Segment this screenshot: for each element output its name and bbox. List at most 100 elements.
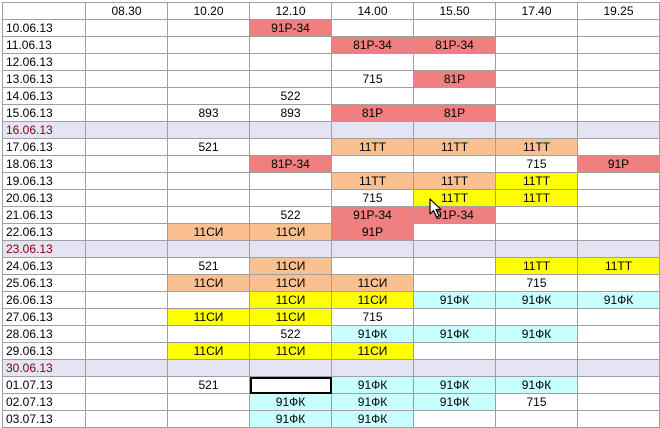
schedule-cell[interactable] <box>249 172 332 190</box>
schedule-cell[interactable]: 91Р <box>331 223 414 241</box>
schedule-cell[interactable] <box>577 53 660 71</box>
schedule-cell[interactable] <box>85 410 168 428</box>
schedule-cell[interactable] <box>85 104 168 122</box>
schedule-cell[interactable] <box>495 87 578 105</box>
schedule-cell[interactable] <box>249 138 332 156</box>
schedule-cell[interactable]: 91ФК <box>413 325 496 343</box>
schedule-cell[interactable]: 91ФК <box>331 325 414 343</box>
date-cell[interactable]: 27.06.13 <box>2 308 86 326</box>
schedule-cell[interactable] <box>249 70 332 88</box>
schedule-cell[interactable] <box>577 376 660 394</box>
schedule-cell[interactable] <box>413 274 496 292</box>
schedule-cell[interactable]: 91ФК <box>495 291 578 309</box>
header-corner[interactable] <box>2 2 86 20</box>
schedule-cell[interactable]: 11СИ <box>249 291 332 309</box>
schedule-cell[interactable]: 91ФК <box>331 376 414 394</box>
schedule-cell[interactable] <box>413 240 496 258</box>
schedule-cell[interactable]: 11СИ <box>331 342 414 360</box>
schedule-cell[interactable]: 81Р <box>413 70 496 88</box>
schedule-cell[interactable] <box>577 410 660 428</box>
date-cell[interactable]: 17.06.13 <box>2 138 86 156</box>
schedule-cell[interactable]: 521 <box>167 257 250 275</box>
schedule-cell[interactable] <box>249 240 332 258</box>
schedule-cell[interactable]: 91ФК <box>413 393 496 411</box>
schedule-cell[interactable] <box>85 359 168 377</box>
schedule-cell[interactable] <box>85 172 168 190</box>
date-cell[interactable]: 23.06.13 <box>2 240 86 258</box>
schedule-cell[interactable]: 11ТТ <box>577 257 660 275</box>
schedule-cell[interactable]: 91ФК <box>413 376 496 394</box>
schedule-cell[interactable]: 521 <box>167 376 250 394</box>
date-cell[interactable]: 26.06.13 <box>2 291 86 309</box>
schedule-cell[interactable] <box>85 70 168 88</box>
date-cell[interactable]: 21.06.13 <box>2 206 86 224</box>
schedule-cell[interactable] <box>577 342 660 360</box>
schedule-cell[interactable] <box>495 308 578 326</box>
schedule-cell[interactable] <box>331 53 414 71</box>
schedule-cell[interactable]: 11ТТ <box>495 189 578 207</box>
schedule-cell[interactable]: 715 <box>495 155 578 173</box>
schedule-cell[interactable]: 91ФК <box>331 393 414 411</box>
header-time[interactable]: 14.00 <box>331 2 414 20</box>
schedule-cell[interactable] <box>167 206 250 224</box>
schedule-cell[interactable] <box>331 19 414 37</box>
date-cell[interactable]: 28.06.13 <box>2 325 86 343</box>
schedule-cell[interactable] <box>85 206 168 224</box>
schedule-cell[interactable] <box>413 121 496 139</box>
schedule-cell[interactable] <box>577 172 660 190</box>
schedule-cell[interactable]: 91ФК <box>249 410 332 428</box>
schedule-cell[interactable]: 11СИ <box>167 342 250 360</box>
schedule-cell[interactable] <box>577 274 660 292</box>
header-time[interactable]: 10.20 <box>167 2 250 20</box>
schedule-cell[interactable]: 11ТТ <box>413 138 496 156</box>
date-cell[interactable]: 19.06.13 <box>2 172 86 190</box>
schedule-cell[interactable] <box>495 240 578 258</box>
schedule-cell[interactable]: 91Р-34 <box>413 206 496 224</box>
schedule-cell[interactable] <box>85 257 168 275</box>
schedule-cell[interactable] <box>413 257 496 275</box>
schedule-cell[interactable]: 11СИ <box>167 223 250 241</box>
schedule-cell[interactable] <box>577 104 660 122</box>
schedule-cell[interactable] <box>167 155 250 173</box>
schedule-cell[interactable]: 715 <box>331 308 414 326</box>
schedule-cell[interactable] <box>331 155 414 173</box>
schedule-cell[interactable] <box>495 342 578 360</box>
schedule-cell[interactable]: 11СИ <box>249 257 332 275</box>
schedule-cell[interactable]: 91Р-34 <box>249 19 332 37</box>
schedule-cell[interactable]: 11СИ <box>167 274 250 292</box>
schedule-cell[interactable]: 521 <box>167 138 250 156</box>
schedule-cell[interactable] <box>577 138 660 156</box>
date-cell[interactable]: 02.07.13 <box>2 393 86 411</box>
schedule-cell[interactable] <box>413 410 496 428</box>
schedule-cell[interactable] <box>85 155 168 173</box>
schedule-cell[interactable] <box>413 223 496 241</box>
date-cell[interactable]: 16.06.13 <box>2 121 86 139</box>
schedule-cell[interactable] <box>167 240 250 258</box>
schedule-cell[interactable]: 11ТТ <box>495 138 578 156</box>
schedule-cell[interactable]: 715 <box>495 274 578 292</box>
schedule-cell[interactable]: 11ТТ <box>495 172 578 190</box>
schedule-cell[interactable]: 91ФК <box>413 291 496 309</box>
header-time[interactable]: 15.50 <box>413 2 496 20</box>
schedule-cell[interactable]: 11СИ <box>331 291 414 309</box>
schedule-cell[interactable] <box>413 308 496 326</box>
schedule-cell[interactable] <box>249 53 332 71</box>
header-time[interactable]: 08.30 <box>85 2 168 20</box>
schedule-cell[interactable] <box>85 393 168 411</box>
schedule-cell[interactable]: 11ТТ <box>331 138 414 156</box>
schedule-cell[interactable] <box>331 359 414 377</box>
schedule-cell[interactable] <box>249 189 332 207</box>
schedule-cell[interactable]: 91ФК <box>577 291 660 309</box>
schedule-cell[interactable] <box>167 325 250 343</box>
date-cell[interactable]: 15.06.13 <box>2 104 86 122</box>
schedule-cell[interactable] <box>331 87 414 105</box>
schedule-cell[interactable] <box>577 70 660 88</box>
schedule-cell[interactable] <box>85 274 168 292</box>
schedule-cell[interactable]: 91ФК <box>331 410 414 428</box>
schedule-cell[interactable] <box>85 291 168 309</box>
schedule-cell[interactable] <box>167 53 250 71</box>
schedule-cell[interactable] <box>577 308 660 326</box>
schedule-cell[interactable] <box>85 53 168 71</box>
schedule-cell[interactable]: 893 <box>249 104 332 122</box>
schedule-cell[interactable] <box>577 19 660 37</box>
